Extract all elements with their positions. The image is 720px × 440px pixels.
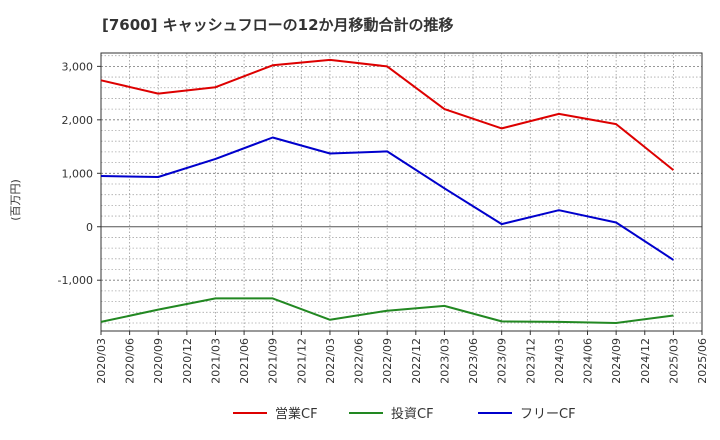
legend-label: 営業CF — [275, 406, 318, 422]
x-tick-label: 2024/03 — [553, 338, 566, 384]
y-tick-label: 3,000 — [62, 60, 94, 73]
y-tick-label: 0 — [86, 221, 93, 234]
series-line-投資CF — [100, 297, 674, 324]
y-axis-label: (百万円) — [9, 179, 22, 221]
x-tick-label: 2023/12 — [524, 338, 537, 384]
x-tick-label: 2021/09 — [267, 338, 280, 384]
x-tick-label: 2021/03 — [209, 338, 222, 384]
series-line-営業CF — [100, 58, 675, 171]
x-tick-label: 2023/06 — [467, 338, 480, 384]
x-tick-label: 2022/12 — [410, 338, 423, 384]
x-tick-label: 2020/12 — [181, 338, 194, 384]
plot-frame — [100, 52, 703, 332]
x-tick-label: 2025/06 — [696, 338, 709, 384]
chart-title: [7600] キャッシュフローの12か月移動合計の推移 — [102, 16, 454, 34]
x-tick-label: 2024/09 — [610, 338, 623, 384]
x-tick-label: 2020/09 — [152, 338, 165, 384]
x-tick-label: 2025/03 — [667, 338, 680, 384]
y-tick-label: -1,000 — [58, 274, 93, 287]
x-tick-label: 2020/03 — [95, 338, 108, 384]
x-tick-label: 2021/12 — [295, 338, 308, 384]
x-tick-label: 2022/06 — [353, 338, 366, 384]
x-tick-label: 2022/03 — [324, 338, 337, 384]
y-tick-label: 2,000 — [62, 114, 94, 127]
x-tick-label: 2021/06 — [238, 338, 251, 384]
series-line-フリーCF — [100, 136, 674, 261]
x-tick-label: 2020/06 — [124, 338, 137, 384]
legend-label: 投資CF — [391, 406, 434, 422]
y-tick-label: 1,000 — [62, 167, 94, 180]
x-tick-label: 2022/09 — [381, 338, 394, 384]
legend-label: フリーCF — [520, 407, 576, 422]
x-tick-label: 2023/09 — [496, 338, 509, 384]
x-tick-label: 2024/12 — [639, 338, 652, 384]
x-tick-label: 2023/03 — [438, 338, 451, 384]
x-tick-label: 2024/06 — [582, 338, 595, 384]
